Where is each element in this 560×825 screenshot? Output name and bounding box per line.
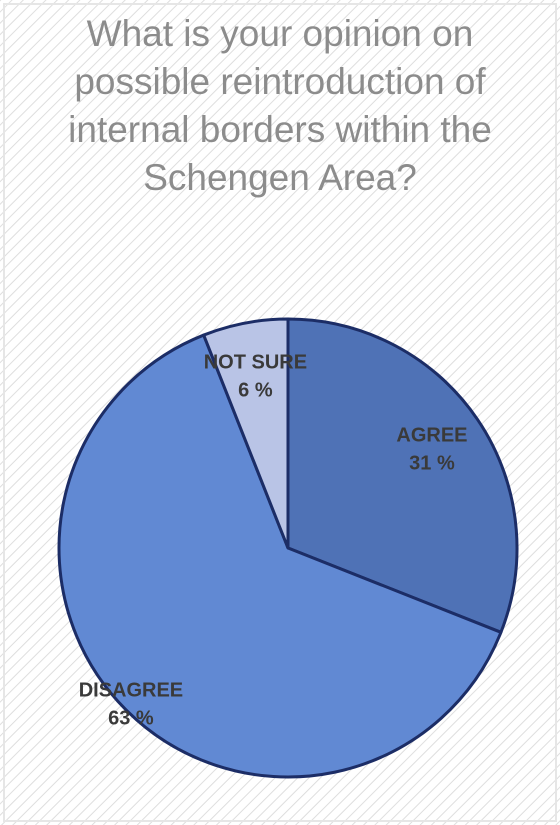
slice-value-label: 31 % <box>409 452 455 474</box>
slice-value-label: 63 % <box>108 707 154 729</box>
slice-category-label: NOT SURE <box>204 351 307 373</box>
pie-slice <box>57 333 503 779</box>
frame <box>3 3 557 822</box>
slice-category-label: AGREE <box>396 424 467 446</box>
slice-value-label: 6 % <box>238 379 273 401</box>
pie-slice <box>202 317 290 550</box>
pie-slice <box>286 317 519 634</box>
chart-title: What is your opinion on possible reintro… <box>68 13 492 198</box>
slice-category-label: DISAGREE <box>79 679 183 701</box>
